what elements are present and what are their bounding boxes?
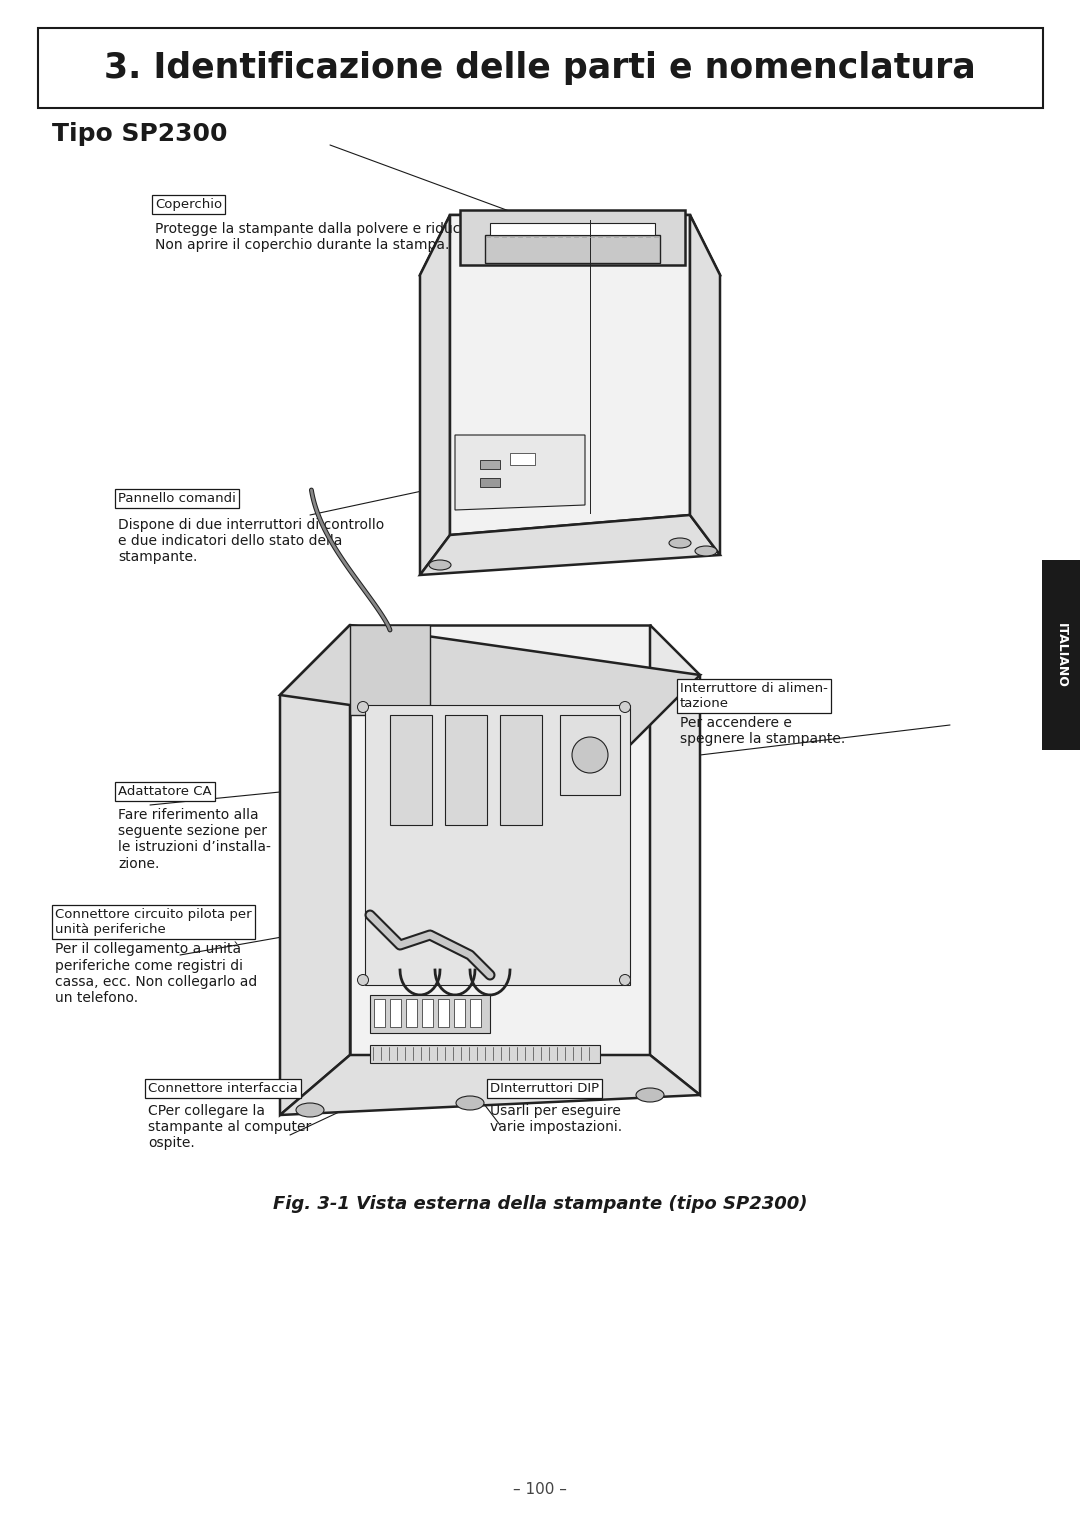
Bar [470, 998, 481, 1027]
Polygon shape [455, 434, 585, 511]
Polygon shape [450, 216, 690, 535]
Circle shape [620, 702, 631, 713]
Text: Interruttore di alimen-
tazione: Interruttore di alimen- tazione [680, 682, 828, 709]
Text: Connettore interfaccia: Connettore interfaccia [148, 1083, 298, 1095]
Text: CPer collegare la
stampante al computer
ospite.: CPer collegare la stampante al computer … [148, 1104, 311, 1150]
Text: Coperchio: Coperchio [156, 197, 222, 211]
Text: Protegge la stampante dalla polvere e riduce il rumore.
Non aprire il coperchio : Protegge la stampante dalla polvere e ri… [156, 222, 540, 252]
Circle shape [357, 702, 368, 713]
Bar [445, 716, 487, 826]
Polygon shape [350, 625, 430, 716]
Bar [390, 716, 432, 826]
Bar [406, 998, 417, 1027]
Text: Connettore circuito pilota per
unità periferiche: Connettore circuito pilota per unità per… [55, 908, 252, 936]
Text: Tipo SP2300: Tipo SP2300 [52, 122, 228, 145]
Circle shape [357, 974, 368, 986]
FancyBboxPatch shape [1042, 560, 1080, 751]
Bar [422, 998, 433, 1027]
Text: Dispone di due interruttori di controllo
e due indicatori dello stato della
stam: Dispone di due interruttori di controllo… [118, 518, 384, 564]
Polygon shape [280, 625, 350, 1115]
Bar [438, 998, 449, 1027]
FancyBboxPatch shape [38, 28, 1043, 109]
Text: DInterruttori DIP: DInterruttori DIP [490, 1083, 599, 1095]
Polygon shape [650, 625, 700, 1095]
Text: 3. Identificazione delle parti e nomenclatura: 3. Identificazione delle parti e nomencl… [104, 50, 976, 86]
Polygon shape [280, 625, 700, 745]
Ellipse shape [429, 560, 451, 570]
Bar [374, 998, 384, 1027]
Polygon shape [485, 235, 660, 263]
Bar [561, 716, 620, 795]
Text: – 100 –: – 100 – [513, 1483, 567, 1497]
Ellipse shape [636, 1089, 664, 1102]
Polygon shape [280, 1055, 700, 1115]
Polygon shape [460, 209, 685, 265]
Ellipse shape [669, 538, 691, 547]
Ellipse shape [456, 1096, 484, 1110]
Text: Pannello comandi: Pannello comandi [118, 492, 235, 505]
Bar [370, 995, 490, 1034]
Circle shape [572, 737, 608, 774]
Text: Fig. 3-1 Vista esterna della stampante (tipo SP2300): Fig. 3-1 Vista esterna della stampante (… [273, 1196, 807, 1212]
Text: Usarli per eseguire
varie impostazioni.: Usarli per eseguire varie impostazioni. [490, 1104, 622, 1135]
Polygon shape [420, 216, 720, 275]
Ellipse shape [696, 546, 717, 557]
Bar [365, 705, 630, 985]
Polygon shape [420, 515, 720, 575]
Polygon shape [490, 223, 654, 235]
Polygon shape [350, 625, 650, 1055]
Bar [510, 453, 535, 465]
Text: Per accendere e
spegnere la stampante.: Per accendere e spegnere la stampante. [680, 716, 846, 746]
Polygon shape [420, 216, 450, 575]
Polygon shape [690, 216, 720, 555]
Bar [390, 998, 401, 1027]
Text: Per il collegamento a unità
periferiche come registri di
cassa, ecc. Non collega: Per il collegamento a unità periferiche … [55, 942, 257, 1005]
Circle shape [620, 974, 631, 986]
Ellipse shape [296, 1102, 324, 1118]
Bar [500, 716, 542, 826]
Bar [454, 998, 465, 1027]
Bar [480, 479, 500, 488]
Text: Fare riferimento alla
seguente sezione per
le istruzioni d’installa-
zione.: Fare riferimento alla seguente sezione p… [118, 807, 271, 870]
Bar [480, 460, 500, 469]
Text: ITALIANO: ITALIANO [1054, 622, 1067, 688]
Text: Adattatore CA: Adattatore CA [118, 784, 212, 798]
Bar [370, 1044, 600, 1063]
